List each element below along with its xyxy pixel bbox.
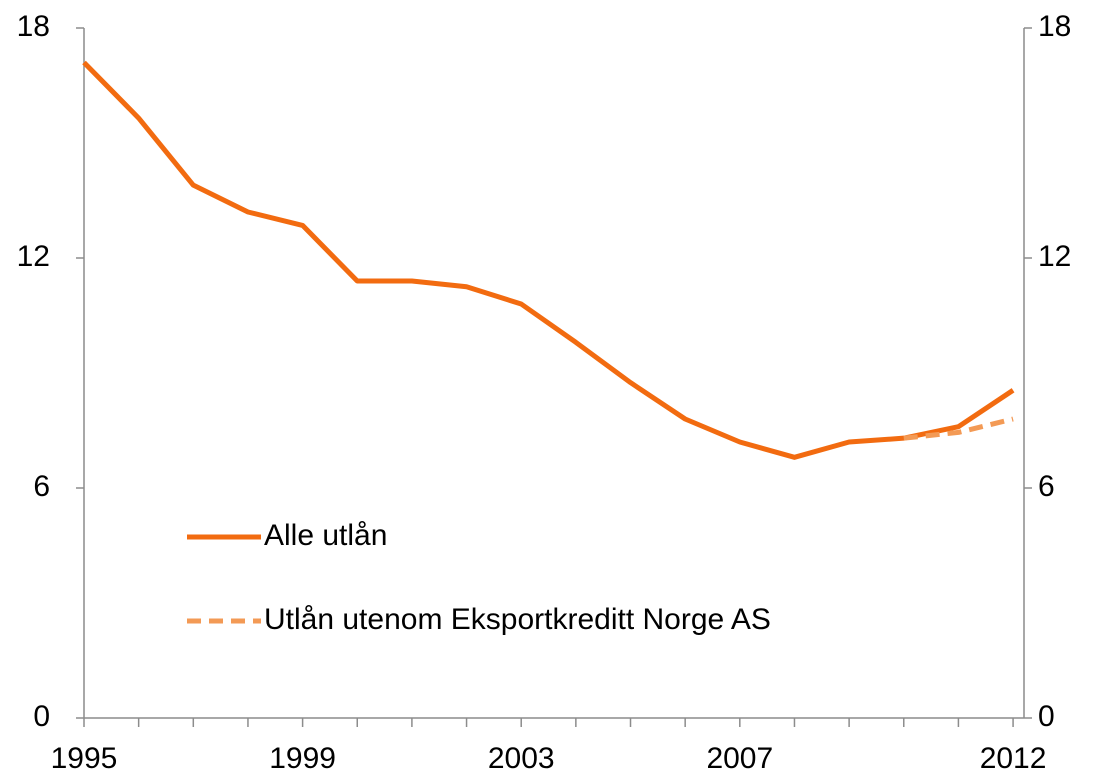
y2-tick-label: 12 (1038, 240, 1071, 273)
x-tick-label: 1999 (269, 742, 336, 775)
y2-tick-label: 0 (1038, 700, 1055, 733)
x-tick-label: 1995 (51, 742, 118, 775)
x-tick-label: 2003 (488, 742, 555, 775)
y2-tick-label: 18 (1038, 10, 1071, 43)
y-tick-label: 12 (17, 240, 50, 273)
series-line (903, 416, 1014, 441)
x-tick-label: 2007 (706, 742, 773, 775)
y-tick-label: 0 (33, 700, 50, 733)
y2-tick-label: 6 (1038, 470, 1055, 503)
y-tick-label: 18 (17, 10, 50, 43)
legend-label: Utlån utenom Eksportkreditt Norge AS (264, 603, 771, 636)
x-tick-label: 2012 (980, 742, 1047, 775)
y-tick-label: 6 (33, 470, 50, 503)
series-line (82, 60, 1015, 460)
legend-label: Alle utlån (264, 519, 387, 552)
